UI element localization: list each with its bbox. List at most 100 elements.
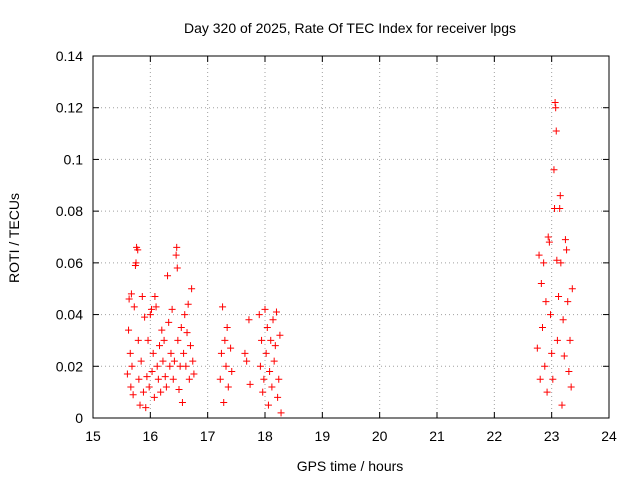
data-point (266, 367, 274, 375)
data-point (178, 398, 186, 406)
y-axis-title: ROTI / TECUs (6, 193, 22, 283)
y-tick-label: 0.1 (64, 151, 84, 167)
data-point (151, 292, 159, 300)
x-tick-label: 24 (601, 428, 617, 444)
data-point (173, 243, 181, 251)
data-point (175, 386, 183, 394)
data-point (535, 251, 543, 259)
y-tick-label: 0.02 (56, 358, 83, 374)
data-point (143, 373, 151, 381)
data-point (181, 311, 189, 319)
data-point (219, 303, 227, 311)
data-point (141, 313, 149, 321)
data-point (142, 404, 150, 412)
data-point (188, 285, 196, 293)
data-point (224, 383, 232, 391)
data-point (548, 349, 556, 357)
grid-lines (93, 56, 609, 418)
data-point (227, 344, 235, 352)
data-point (129, 391, 137, 399)
data-point (136, 401, 144, 409)
data-point (147, 305, 155, 313)
data-point (543, 388, 551, 396)
data-point (134, 246, 142, 254)
data-point (165, 318, 173, 326)
data-point (271, 342, 279, 350)
data-point (126, 349, 134, 357)
x-tick-label: 22 (487, 428, 503, 444)
data-point (540, 259, 548, 267)
data-point (125, 326, 133, 334)
data-point (186, 342, 194, 350)
data-point (545, 238, 553, 246)
data-point (162, 383, 170, 391)
y-tick-label: 0.12 (56, 100, 83, 116)
data-point (276, 331, 284, 339)
data-point (170, 357, 178, 365)
data-point (190, 370, 198, 378)
data-point (243, 357, 251, 365)
data-point (152, 303, 160, 311)
data-point (216, 375, 224, 383)
data-point (174, 336, 182, 344)
data-point (267, 336, 275, 344)
x-tick-label: 19 (315, 428, 331, 444)
x-tick-label: 15 (85, 428, 101, 444)
y-tick-label: 0.14 (56, 48, 83, 64)
data-point (145, 383, 153, 391)
data-point (272, 308, 280, 316)
data-point (557, 259, 565, 267)
data-point (556, 192, 564, 200)
data-point (125, 295, 133, 303)
data-point (139, 388, 147, 396)
data-point (565, 367, 573, 375)
y-tick-label: 0 (75, 410, 83, 426)
data-point (258, 336, 266, 344)
data-point (549, 375, 557, 383)
data-point (228, 367, 236, 375)
data-point (270, 357, 278, 365)
data-point (173, 264, 181, 272)
data-point (547, 311, 555, 319)
data-point (148, 367, 156, 375)
data-points (123, 99, 576, 417)
data-point (138, 292, 146, 300)
data-point (564, 298, 572, 306)
data-point (553, 256, 561, 264)
data-point (553, 336, 561, 344)
data-point (153, 362, 161, 370)
data-point (132, 259, 140, 267)
data-point (128, 362, 136, 370)
data-point (259, 388, 267, 396)
data-point (256, 362, 264, 370)
data-point (541, 362, 549, 370)
data-point (167, 349, 175, 357)
data-point (221, 336, 229, 344)
data-point (555, 292, 563, 300)
data-point (241, 349, 249, 357)
y-tick-label: 0.06 (56, 255, 83, 271)
data-point (127, 290, 135, 298)
data-point (159, 357, 167, 365)
data-point (561, 236, 569, 244)
data-point (182, 362, 190, 370)
data-point (222, 362, 230, 370)
data-point (559, 316, 567, 324)
data-point (552, 104, 560, 112)
data-point (552, 127, 560, 135)
data-point (183, 329, 191, 337)
data-point (177, 324, 185, 331)
data-point (277, 409, 285, 417)
plot-frame (92, 55, 610, 419)
data-point (123, 370, 131, 378)
data-point (264, 401, 272, 409)
data-point (223, 324, 231, 331)
data-point (558, 401, 566, 409)
data-point (137, 357, 145, 365)
data-point (538, 324, 546, 331)
data-point (164, 272, 172, 280)
data-point (542, 298, 550, 306)
data-point (217, 349, 225, 357)
data-point (556, 205, 564, 213)
data-point (269, 316, 277, 324)
